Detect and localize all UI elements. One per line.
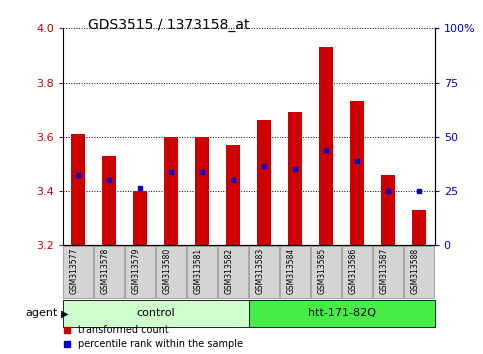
FancyBboxPatch shape bbox=[342, 246, 372, 298]
Text: GSM313578: GSM313578 bbox=[100, 248, 109, 294]
FancyBboxPatch shape bbox=[126, 246, 155, 298]
Text: GSM313580: GSM313580 bbox=[162, 248, 171, 294]
FancyBboxPatch shape bbox=[249, 246, 279, 298]
Text: GSM313588: GSM313588 bbox=[410, 248, 419, 294]
Text: GSM313577: GSM313577 bbox=[69, 248, 78, 294]
Text: GSM313584: GSM313584 bbox=[286, 248, 295, 294]
Bar bbox=[102, 156, 116, 245]
FancyBboxPatch shape bbox=[249, 300, 435, 327]
Text: GSM313586: GSM313586 bbox=[348, 248, 357, 294]
FancyBboxPatch shape bbox=[280, 246, 310, 298]
FancyBboxPatch shape bbox=[404, 246, 434, 298]
Bar bbox=[288, 112, 302, 245]
Bar bbox=[133, 191, 147, 245]
Text: percentile rank within the sample: percentile rank within the sample bbox=[78, 339, 242, 349]
FancyBboxPatch shape bbox=[94, 246, 124, 298]
Bar bbox=[71, 134, 85, 245]
Bar bbox=[226, 145, 240, 245]
FancyBboxPatch shape bbox=[63, 246, 93, 298]
FancyBboxPatch shape bbox=[156, 246, 186, 298]
Bar bbox=[195, 137, 209, 245]
FancyBboxPatch shape bbox=[312, 246, 341, 298]
Text: htt-171-82Q: htt-171-82Q bbox=[308, 308, 376, 318]
FancyBboxPatch shape bbox=[187, 246, 217, 298]
Text: GSM313582: GSM313582 bbox=[224, 248, 233, 294]
Text: control: control bbox=[137, 308, 175, 318]
FancyBboxPatch shape bbox=[218, 246, 248, 298]
Bar bbox=[319, 47, 333, 245]
FancyBboxPatch shape bbox=[63, 300, 249, 327]
Text: agent: agent bbox=[26, 308, 58, 318]
FancyBboxPatch shape bbox=[373, 246, 403, 298]
Text: GSM313581: GSM313581 bbox=[193, 248, 202, 294]
Text: GSM313587: GSM313587 bbox=[379, 248, 388, 294]
Bar bbox=[412, 210, 426, 245]
Text: ▶: ▶ bbox=[61, 308, 69, 318]
Text: transformed count: transformed count bbox=[78, 325, 169, 335]
Bar bbox=[381, 175, 395, 245]
Bar bbox=[257, 120, 271, 245]
Text: GSM313585: GSM313585 bbox=[317, 248, 326, 294]
Bar bbox=[350, 102, 364, 245]
Text: GSM313583: GSM313583 bbox=[255, 248, 264, 294]
Text: GDS3515 / 1373158_at: GDS3515 / 1373158_at bbox=[88, 18, 250, 32]
Bar bbox=[164, 137, 178, 245]
Text: GSM313579: GSM313579 bbox=[131, 248, 140, 294]
